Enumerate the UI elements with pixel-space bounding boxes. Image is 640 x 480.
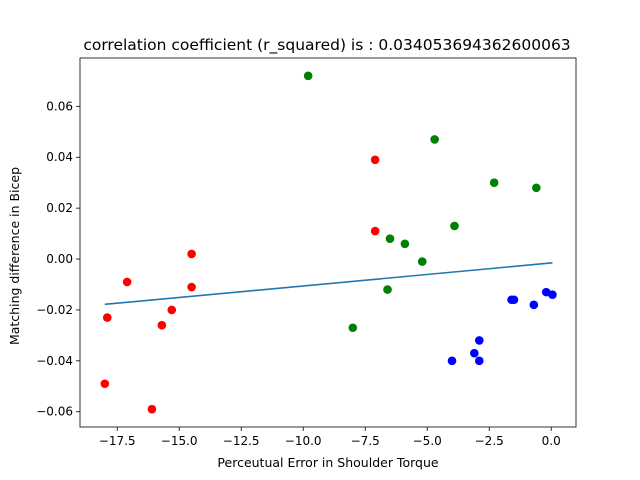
x-tick-label: −10.0 <box>285 434 322 448</box>
axes-frame <box>79 57 577 428</box>
data-point <box>532 183 541 193</box>
data-point <box>100 379 110 389</box>
data-point <box>167 305 177 315</box>
data-point <box>383 285 392 294</box>
data-point <box>187 249 196 259</box>
x-tick-label: −5.0 <box>413 434 442 448</box>
x-tick-label: −2.5 <box>475 434 504 448</box>
x-tick-label: −17.5 <box>99 434 136 448</box>
data-point <box>470 348 479 358</box>
data-point <box>400 239 410 249</box>
data-point <box>303 71 313 81</box>
x-tick-label: −7.5 <box>351 434 380 448</box>
data-point <box>187 282 196 292</box>
data-point <box>509 295 519 305</box>
x-tick-label: −12.5 <box>223 434 260 448</box>
data-point <box>417 257 427 266</box>
y-tick-label: −0.06 <box>36 405 73 419</box>
y-tick-label: −0.02 <box>36 303 73 317</box>
data-point <box>385 234 395 243</box>
data-point <box>474 336 484 345</box>
data-point <box>529 300 539 310</box>
data-point <box>430 135 439 144</box>
plot-area: −17.5 −15.0 −12.5 −10.0 −7.5 −5.0 −2.5 0.0 −0.06… <box>36 57 577 448</box>
chart-title: correlation coefficient (r_squared) is :… <box>83 36 570 55</box>
data-point <box>489 178 499 187</box>
y-tick-label: 0.02 <box>46 201 73 215</box>
y-tick-label: 0.06 <box>46 99 73 113</box>
data-point <box>450 221 459 231</box>
data-point <box>447 356 457 366</box>
data-point <box>370 155 380 165</box>
data-point <box>548 290 557 299</box>
data-point <box>147 404 157 414</box>
data-point <box>157 320 167 330</box>
data-point <box>370 226 380 236</box>
x-tick-label: −15.0 <box>161 434 198 448</box>
data-point <box>102 313 112 322</box>
y-tick-label: −0.04 <box>36 354 73 368</box>
y-tick-label: 0.04 <box>46 150 73 164</box>
regression-line <box>104 262 553 306</box>
data-point <box>348 323 358 333</box>
data-point <box>474 356 484 366</box>
y-tick-label: 0.00 <box>46 252 73 266</box>
data-point <box>122 277 132 287</box>
y-axis-label: Matching difference in Bicep <box>7 167 22 345</box>
x-tick-label: 0.0 <box>542 434 561 448</box>
x-axis-label: Perceutual Error in Shoulder Torque <box>217 455 438 470</box>
